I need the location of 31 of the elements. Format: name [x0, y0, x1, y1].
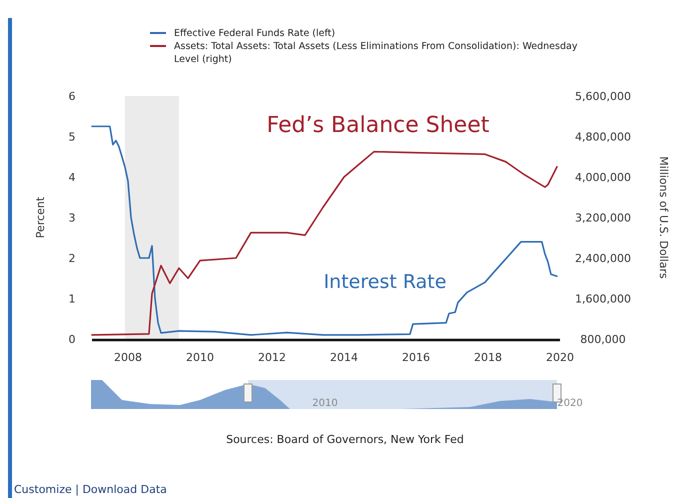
text: Customize | Download Data — [14, 483, 167, 496]
y2-axis-title: Millions of U.S. Dollars — [657, 156, 670, 280]
text: 2010 — [312, 398, 338, 409]
source-note: Sources: Board of Governors, New York Fed — [226, 433, 464, 446]
x-tick-label: 2012 — [258, 351, 286, 364]
legend-label: Effective Federal Funds Rate (left) — [174, 28, 336, 39]
y-tick-label: 4 — [68, 171, 76, 184]
annotation: Interest Rate — [324, 271, 446, 293]
x-tick-label: 2020 — [546, 351, 574, 364]
legend-label: Assets: Total Assets: Total Assets (Less Eliminations From Consolidation): Wednesday Level (right) — [174, 41, 578, 65]
x-tick-label: 2018 — [474, 351, 502, 364]
y-tick-label: 3 — [68, 212, 76, 224]
x-tick-label: 2016 — [402, 351, 430, 364]
y2-tick-label: 4,800,000 — [575, 130, 631, 144]
y2-tick-label: 5,600,000 — [575, 90, 631, 103]
x-tick-label: 2010 — [186, 351, 214, 364]
x-tick-label: 2008 — [114, 351, 142, 364]
y-tick-label: 0 — [68, 333, 76, 346]
text: 2020 — [557, 398, 583, 409]
y-tick-label: 2 — [68, 252, 76, 265]
annotation: Fed’s Balance Sheet — [266, 113, 490, 138]
y2-tick-label: 3,200,000 — [575, 212, 631, 224]
y-tick-label: 1 — [68, 292, 76, 306]
y2-tick-label: 4,000,000 — [575, 171, 631, 184]
y-tick-label: 6 — [68, 90, 76, 103]
y2-tick-label: 1,600,000 — [575, 292, 631, 306]
y2-tick-label: 2,400,000 — [575, 252, 631, 265]
y2-tick-label: 800,000 — [580, 333, 626, 346]
y-axis-title: Percent — [34, 196, 47, 238]
y-tick-label: 5 — [68, 130, 76, 144]
x-tick-label: 2014 — [330, 351, 358, 364]
